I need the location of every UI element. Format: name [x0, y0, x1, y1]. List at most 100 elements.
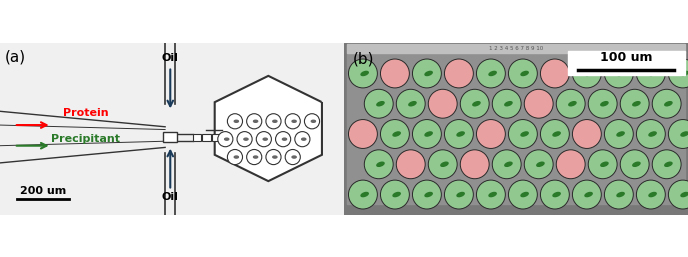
Circle shape	[541, 120, 569, 149]
Circle shape	[304, 114, 319, 129]
Circle shape	[246, 150, 261, 165]
Circle shape	[227, 114, 243, 129]
Bar	[212, 134, 220, 141]
Circle shape	[477, 120, 505, 149]
Ellipse shape	[649, 71, 656, 76]
Circle shape	[428, 89, 457, 118]
Circle shape	[365, 89, 394, 118]
Circle shape	[380, 59, 409, 88]
Ellipse shape	[601, 102, 608, 106]
Ellipse shape	[521, 192, 528, 197]
Ellipse shape	[425, 71, 432, 76]
Bar	[347, 53, 685, 204]
Ellipse shape	[425, 132, 432, 136]
Circle shape	[572, 120, 601, 149]
Ellipse shape	[681, 71, 688, 76]
Circle shape	[541, 180, 569, 209]
Ellipse shape	[473, 102, 480, 106]
Circle shape	[541, 59, 569, 88]
Circle shape	[652, 89, 681, 118]
Circle shape	[237, 132, 252, 147]
Ellipse shape	[649, 132, 656, 136]
Ellipse shape	[617, 132, 624, 136]
Circle shape	[266, 150, 281, 165]
Ellipse shape	[253, 120, 257, 122]
Circle shape	[285, 114, 300, 129]
Circle shape	[524, 89, 553, 118]
Circle shape	[588, 150, 617, 179]
Bar	[347, 44, 685, 53]
Circle shape	[636, 59, 665, 88]
Circle shape	[636, 120, 665, 149]
Circle shape	[508, 59, 537, 88]
Ellipse shape	[633, 162, 640, 166]
Ellipse shape	[553, 192, 560, 197]
Circle shape	[493, 89, 522, 118]
Circle shape	[605, 59, 633, 88]
Ellipse shape	[585, 71, 592, 76]
Ellipse shape	[521, 71, 528, 76]
Circle shape	[217, 132, 233, 147]
Ellipse shape	[409, 102, 416, 106]
Circle shape	[508, 180, 537, 209]
Ellipse shape	[617, 192, 624, 197]
Ellipse shape	[393, 132, 400, 136]
Circle shape	[444, 180, 473, 209]
Circle shape	[557, 150, 585, 179]
Circle shape	[294, 132, 310, 147]
Circle shape	[524, 150, 553, 179]
Circle shape	[669, 59, 688, 88]
Ellipse shape	[244, 138, 248, 140]
Circle shape	[349, 120, 377, 149]
Ellipse shape	[377, 162, 384, 166]
Ellipse shape	[272, 120, 277, 122]
Ellipse shape	[377, 102, 384, 106]
Circle shape	[349, 59, 377, 88]
Ellipse shape	[361, 192, 368, 197]
Bar	[193, 134, 201, 141]
Ellipse shape	[292, 156, 296, 158]
Text: Protein: Protein	[63, 108, 109, 118]
Ellipse shape	[263, 138, 267, 140]
Circle shape	[413, 59, 442, 88]
Circle shape	[572, 59, 601, 88]
Circle shape	[380, 120, 409, 149]
Circle shape	[460, 150, 489, 179]
Circle shape	[227, 150, 243, 165]
Ellipse shape	[681, 192, 688, 197]
Ellipse shape	[311, 120, 315, 122]
Circle shape	[477, 180, 505, 209]
Circle shape	[669, 180, 688, 209]
Circle shape	[444, 59, 473, 88]
Ellipse shape	[224, 138, 228, 140]
Text: Oil: Oil	[162, 192, 179, 203]
Circle shape	[636, 180, 665, 209]
Circle shape	[396, 150, 425, 179]
Circle shape	[428, 150, 457, 179]
Ellipse shape	[282, 138, 287, 140]
Ellipse shape	[537, 162, 544, 166]
Circle shape	[266, 114, 281, 129]
Ellipse shape	[649, 192, 656, 197]
Ellipse shape	[361, 71, 368, 76]
Ellipse shape	[393, 192, 400, 197]
Ellipse shape	[633, 102, 640, 106]
Circle shape	[365, 150, 394, 179]
Ellipse shape	[505, 162, 512, 166]
Bar	[568, 51, 685, 75]
Circle shape	[588, 89, 617, 118]
Polygon shape	[215, 76, 322, 181]
Ellipse shape	[553, 132, 560, 136]
Ellipse shape	[253, 156, 257, 158]
Text: (b): (b)	[353, 51, 374, 66]
Text: (a): (a)	[5, 49, 26, 65]
Circle shape	[621, 150, 649, 179]
Ellipse shape	[585, 192, 592, 197]
Ellipse shape	[665, 102, 672, 106]
Ellipse shape	[617, 71, 624, 76]
Circle shape	[257, 132, 271, 147]
Circle shape	[493, 150, 522, 179]
Text: Oil: Oil	[162, 53, 179, 63]
Bar	[164, 132, 178, 142]
Text: Precipitant: Precipitant	[52, 134, 120, 144]
